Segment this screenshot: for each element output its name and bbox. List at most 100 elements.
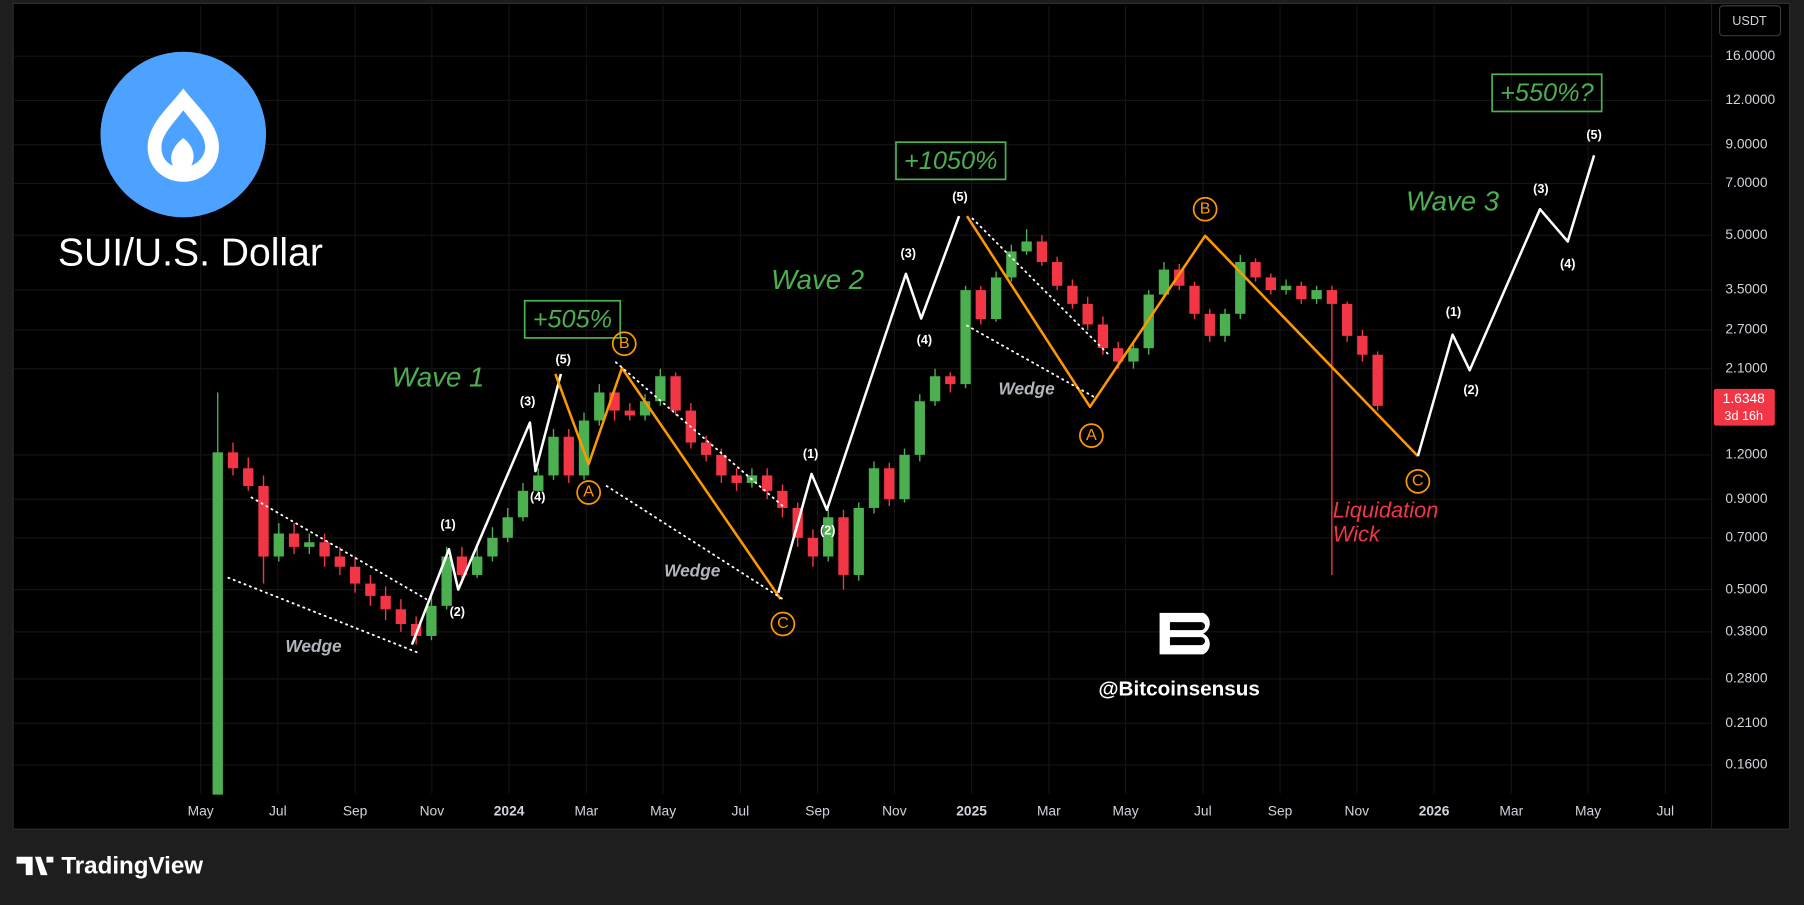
y-tick-label: 12.0000 [1725,92,1775,107]
candle-body [456,556,468,575]
y-tick-label: 0.2100 [1725,715,1767,730]
candle-body [914,401,925,455]
price-tag [1713,388,1775,426]
price-label: 1.6348 [1723,391,1765,406]
candle-body [1082,303,1093,325]
wave-label: Wave 3 [1406,186,1500,217]
y-tick-label: 0.1600 [1725,757,1767,772]
wedge-label: Wedge [285,636,342,656]
y-tick-label: 0.7000 [1725,529,1767,544]
candle-body [700,442,712,455]
candle-body [1204,313,1215,336]
wedge-line [971,217,1112,358]
abc-circle [1405,469,1431,494]
wedge-line [615,361,784,508]
candle-body [1326,290,1338,304]
candle-body [472,556,483,575]
footer: TradingView [16,852,203,879]
candle-body [426,605,437,636]
candle-body [212,452,223,795]
wedge-line [605,485,784,601]
y-tick-label: 1.2000 [1725,447,1767,462]
x-tick-label: Sep [805,803,830,818]
candle-body [1036,241,1048,263]
candle-body [1280,285,1292,291]
x-tick-label: Mar [1037,803,1061,818]
candle-body [975,290,987,320]
abc-label: B [1200,199,1211,217]
candle-body [334,556,346,567]
x-tick-label: 2024 [494,803,525,818]
candle-body [1021,241,1032,252]
candle-body [761,475,773,491]
candle-body [288,533,300,547]
candle-body [258,486,269,557]
wave-line [777,215,961,594]
candle-body [990,277,1002,320]
count-label: (4) [917,333,932,347]
count-label: (5) [555,353,570,367]
candle-body [304,542,315,547]
wedge-line [250,496,428,601]
x-tick-label: Sep [343,803,368,818]
y-tick-label: 0.9000 [1725,491,1767,506]
currency: USDT [1732,14,1767,28]
wave-line [554,366,782,600]
candle-body [670,376,681,411]
candle-body [838,517,849,575]
x-tick-label: 2025 [956,803,987,818]
abc-label: A [1086,426,1097,444]
wave-label: Wave 1 [391,362,484,393]
candle-body [380,595,391,610]
candle-body [533,475,544,491]
candle-body [1311,290,1322,300]
count-label: (2) [450,605,465,619]
candle-body [1128,348,1139,362]
x-tick-label: Jul [269,803,287,818]
count-label: (1) [1446,305,1461,319]
wave-label: Wave 2 [771,264,864,295]
candle-body [1067,285,1078,304]
chart-title: SUI/U.S. Dollar [58,232,323,275]
y-tick-label: 2.7000 [1725,322,1767,337]
abc-circle [770,611,796,637]
count-label: (3) [520,395,535,409]
count-label: (5) [1586,128,1601,142]
candle-body [1158,269,1170,295]
count-label: (4) [1560,257,1575,271]
x-tick-label: Jul [732,803,750,818]
candle-body [1296,285,1307,300]
candle-body [319,542,330,557]
gain-label: +1050% [904,147,997,175]
y-tick-label: 5.0000 [1725,227,1767,242]
candle-body [594,392,605,421]
wedge-label: Wedge [664,561,721,581]
candle-body [609,392,620,411]
count-label: (1) [440,518,455,532]
x-tick-label: Mar [1499,803,1523,818]
candle-body [1174,269,1185,286]
abc-label: C [1412,472,1424,490]
x-tick-label: May [1113,803,1139,818]
candle-body [1051,262,1063,286]
abc-label: B [619,334,630,352]
x-tick-label: Nov [882,803,907,818]
candle-body [1357,335,1368,355]
y-tick-label: 9.0000 [1725,136,1767,151]
candle-body [410,623,422,636]
candle-body [624,410,635,416]
x-tick-label: Mar [574,803,598,818]
x-tick-label: May [188,803,214,818]
candle-body [1265,277,1276,291]
abc-circle [576,480,602,505]
candle-body [868,468,880,508]
axes: 16.0000 12.0000 9.0000 7.0000 5.0000 3.5000 2.… [188,48,1776,819]
candle-body [823,517,834,557]
candle-body [899,454,910,500]
candle-body [960,290,971,385]
liquidation-label: Wick [1333,521,1381,546]
candle-body [517,490,529,518]
candle-body [807,537,819,557]
